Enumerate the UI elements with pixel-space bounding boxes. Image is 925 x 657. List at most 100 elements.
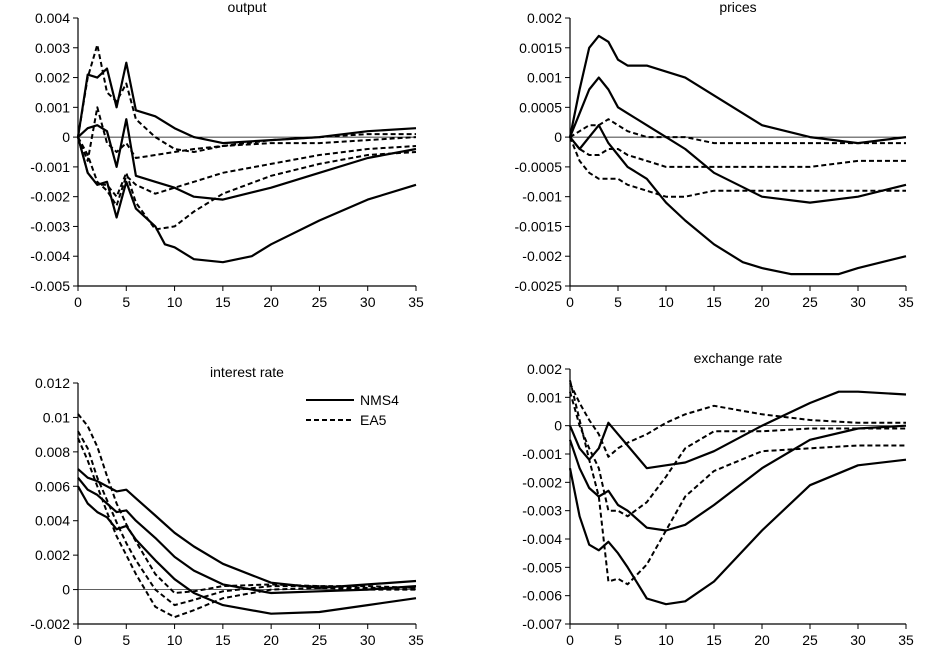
y-tick-label: 0 [62,129,70,145]
solid-series-line-1 [568,390,907,470]
y-tick-label: -0.005 [30,278,70,294]
y-tick-label: 0.002 [527,361,562,377]
dashed-series-line-6 [569,136,906,198]
x-tick-label: 25 [312,294,328,310]
dashed-series-line-5 [77,430,416,607]
x-tick-label: 30 [360,632,376,648]
solid-series-line-2 [568,424,907,532]
dashed-series-line-4 [569,382,906,458]
chart-panel-2: prices 0.002 0.0015 0.001 0.0005 0 -0.0005 -0.0… [515,0,914,310]
x-tick-label: 5 [614,632,622,648]
x-tick-label: 30 [850,632,866,648]
x-tick-label: 35 [898,632,914,648]
dashed-series-line-6 [77,437,416,619]
solid-series-line-3 [76,136,417,264]
legend: NMS4 EA5 [306,392,399,428]
x-tick-label: 0 [74,294,82,310]
solid-series-line-2 [77,477,417,595]
x-tick-label: 20 [263,632,279,648]
x-tick-label: 10 [167,294,183,310]
chart-title: interest rate [210,364,284,380]
x-tick-label: 10 [658,632,674,648]
x-tick-label: 20 [754,294,770,310]
y-tick-label: -0.003 [30,218,70,234]
dashed-series-line-4 [77,43,416,153]
y-tick-label: 0 [554,129,562,145]
solid-series-line-2 [77,118,417,201]
y-tick-label: -0.006 [522,588,562,604]
x-tick-label: 15 [706,294,722,310]
legend-label: EA5 [360,412,387,428]
dashed-series-line-5 [77,106,417,162]
y-tick-label: 0.01 [43,409,70,425]
y-tick-label: 0.0005 [519,99,562,115]
dashed-series-line-7 [77,136,417,231]
chart-title: exchange rate [694,350,783,366]
y-tick-label: -0.001 [522,189,562,205]
solid-series-line-1 [568,34,907,145]
x-tick-label: 10 [658,294,674,310]
chart-title: prices [719,0,756,15]
x-tick-label: 30 [850,294,866,310]
y-tick-label: 0.004 [35,513,70,529]
y-tick-label: -0.0015 [515,218,563,234]
chart-title: output [228,0,267,15]
dashed-series-line-5 [569,136,906,168]
dashed-series-line-4 [77,413,417,594]
y-tick-label: 0.012 [35,375,70,391]
x-tick-label: 35 [898,294,914,310]
y-tick-label: 0.001 [35,99,70,115]
x-tick-label: 25 [802,632,818,648]
y-tick-label: -0.004 [30,248,70,264]
chart-panel-1: output 0.004 0.003 0.002 0.001 0 -0.001 -0.002 -… [30,0,424,310]
x-tick-label: 0 [74,632,82,648]
solid-series-line-3 [568,458,907,606]
x-tick-label: 5 [122,294,130,310]
x-tick-label: 20 [263,294,279,310]
dashed-series-line-5 [569,391,906,518]
x-tick-label: 5 [614,294,622,310]
y-tick-label: -0.007 [522,616,562,632]
x-tick-label: 35 [408,294,424,310]
dashed-series-line-6 [77,136,417,207]
solid-series-line-3 [77,485,417,615]
x-tick-label: 35 [408,632,424,648]
x-tick-label: 15 [215,294,231,310]
y-tick-label: -0.001 [30,159,70,175]
x-tick-label: 15 [706,632,722,648]
dashed-series-line-4 [569,118,906,145]
y-tick-label: 0.006 [35,478,70,494]
x-tick-label: 5 [122,632,130,648]
solid-series-line-2 [568,76,907,204]
x-tick-label: 10 [167,632,183,648]
y-tick-label: 0.001 [527,389,562,405]
y-tick-label: -0.0025 [515,278,563,294]
y-tick-label: -0.002 [30,616,70,632]
y-tick-label: -0.001 [522,446,562,462]
y-tick-label: 0.001 [527,70,562,86]
y-tick-label: 0.003 [35,40,70,56]
x-tick-label: 25 [312,632,328,648]
y-tick-label: 0 [62,582,70,598]
x-tick-label: 15 [215,632,231,648]
legend-label: NMS4 [360,392,399,408]
y-tick-label: 0.0015 [519,40,562,56]
x-tick-label: 30 [360,294,376,310]
chart-panel-3: interest rate 0.012 0.01 0.008 0.006 0.004 0.0… [30,364,424,648]
y-tick-label: -0.002 [522,248,562,264]
solid-series-line-3 [569,124,907,276]
chart-panel-4: exchange rate 0.002 0.001 0 -0.001 -0.002 -0.0… [522,350,914,648]
y-tick-label: 0.008 [35,444,70,460]
x-tick-label: 25 [802,294,818,310]
y-tick-label: -0.0005 [515,159,563,175]
y-tick-label: 0.002 [35,70,70,86]
y-tick-label: -0.004 [522,531,562,547]
y-tick-label: 0.002 [35,547,70,563]
x-tick-label: 20 [754,632,770,648]
y-tick-label: 0 [554,418,562,434]
x-tick-label: 0 [566,632,574,648]
x-tick-label: 0 [566,294,574,310]
y-tick-label: 0.004 [35,10,70,26]
y-tick-label: -0.002 [30,189,70,205]
